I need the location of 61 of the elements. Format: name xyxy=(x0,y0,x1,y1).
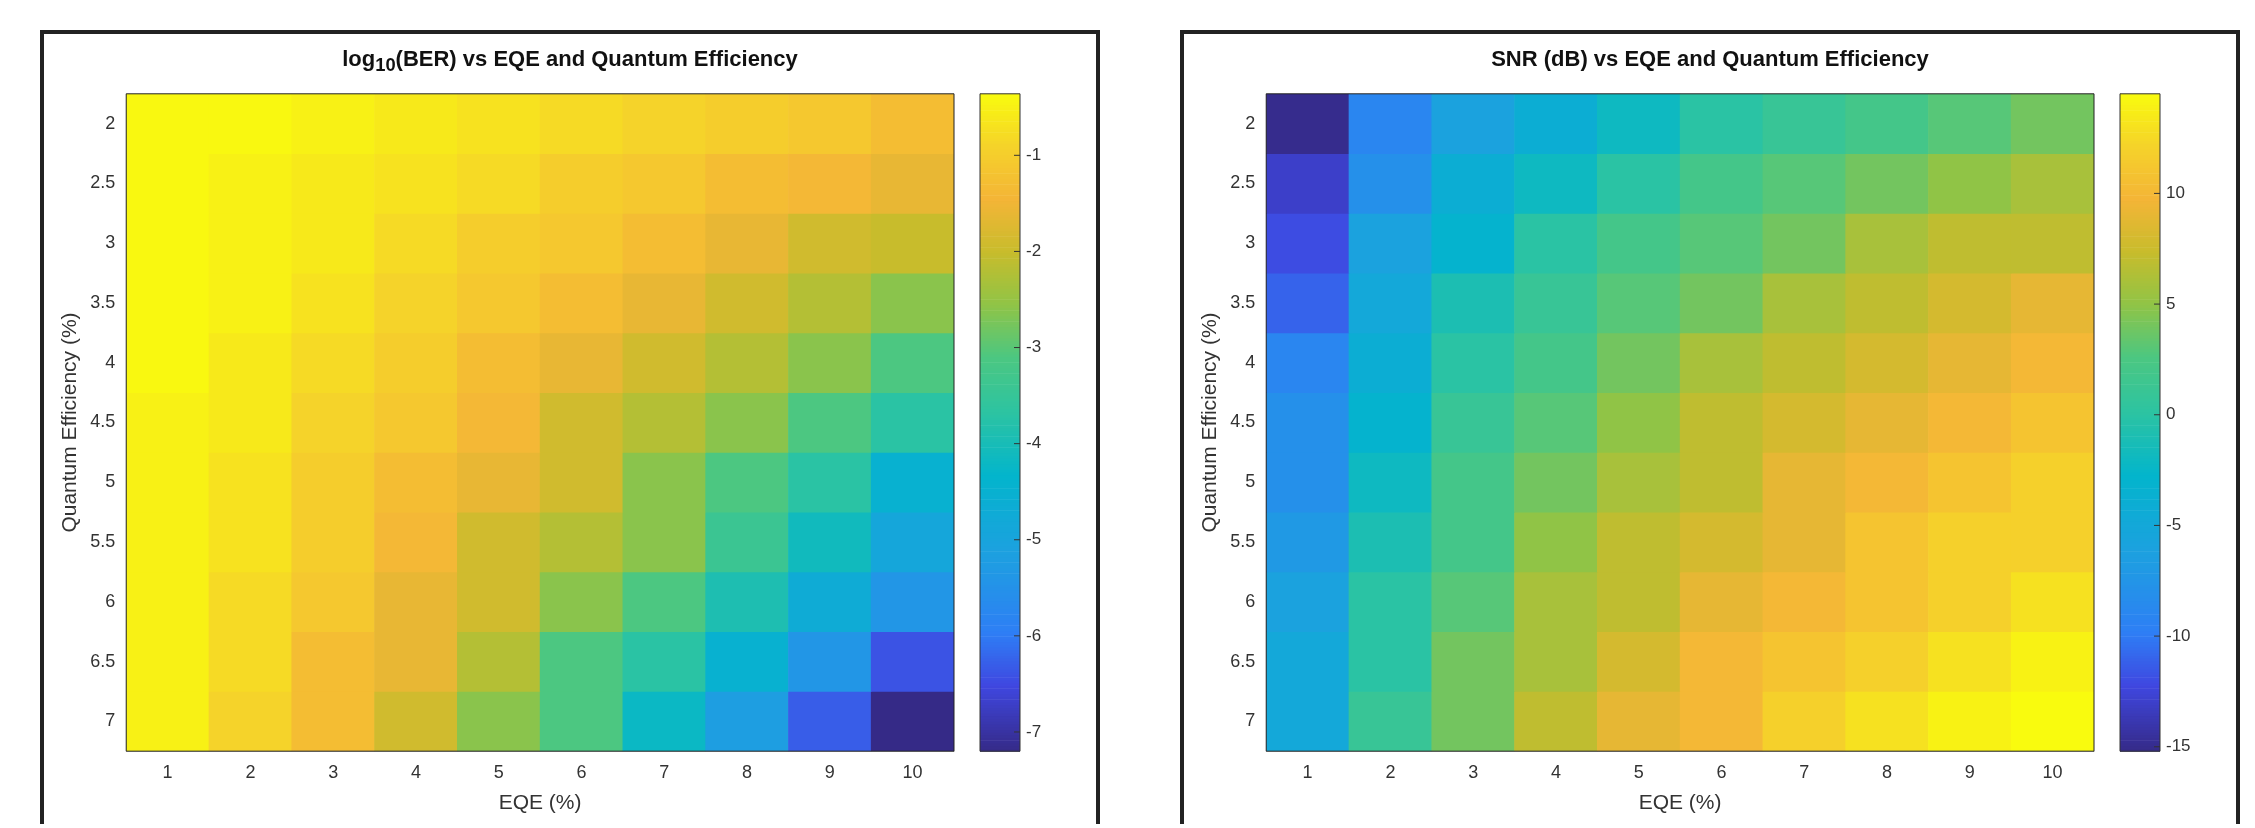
y-tick-label: 3.5 xyxy=(90,291,116,312)
y-tick-label: 5.5 xyxy=(1230,531,1256,551)
y-tick-label: 3 xyxy=(1245,232,1256,253)
y-tick-label: 4.5 xyxy=(90,411,116,432)
y-axis-title: Quantum Efficiency (%) xyxy=(57,312,81,533)
y-tick-label: 6 xyxy=(105,590,116,611)
x-tick-label: 9 xyxy=(1964,761,1975,782)
x-tick-label: 6 xyxy=(1716,761,1727,782)
y-tick-label: 6.5 xyxy=(90,650,116,671)
color-bar-label: -7 xyxy=(1026,721,1042,741)
y-tick-label: 7 xyxy=(1245,710,1256,731)
y-tick-label: 5 xyxy=(1245,471,1256,492)
x-tick-label: 4 xyxy=(1550,761,1561,782)
x-tick-label: 3 xyxy=(1468,761,1479,782)
x-tick-label: 5 xyxy=(1633,761,1644,782)
x-tick-label: 7 xyxy=(1799,761,1810,782)
y-tick-label: 4.5 xyxy=(1230,411,1256,432)
x-tick-label: 10 xyxy=(2042,761,2063,782)
y-tick-label: 7 xyxy=(105,710,116,731)
y-tick-label: 6 xyxy=(1245,590,1256,611)
x-tick-label: 2 xyxy=(1385,761,1396,782)
x-tick-label: 1 xyxy=(1302,761,1313,782)
x-tick-label: 8 xyxy=(1882,761,1893,782)
y-tick-label: 3 xyxy=(105,232,116,253)
x-tick-label: 10 xyxy=(902,761,923,782)
color-bar-label: -2 xyxy=(1026,241,1042,261)
y-tick-label: 4 xyxy=(1245,351,1256,372)
y-tick-label: 4 xyxy=(105,351,116,372)
color-bar-label: -3 xyxy=(1026,337,1042,357)
y-tick-label: 2 xyxy=(1245,112,1256,133)
color-bar-label: -1 xyxy=(1026,145,1042,164)
y-tick-label: 6.5 xyxy=(1230,650,1256,671)
color-bar-label: -6 xyxy=(1026,625,1042,645)
x-tick-label: 1 xyxy=(162,761,173,782)
y-axis-title: Quantum Efficiency (%) xyxy=(1197,312,1221,533)
color-bar-label: -5 xyxy=(1026,529,1042,549)
color-bar-label: -10 xyxy=(2166,625,2191,645)
chart-title: log$_{10}$(BER) vs EQE and Quantum Efficiency xyxy=(341,46,799,78)
x-tick-label: 6 xyxy=(576,761,587,782)
color-bar-label: 10 xyxy=(2166,183,2185,203)
x-tick-label: 5 xyxy=(493,761,504,782)
color-bar-label: -15 xyxy=(2166,736,2191,756)
y-tick-label: 5 xyxy=(105,471,116,492)
y-tick-label: 2 xyxy=(105,112,116,133)
y-tick-label: 5.5 xyxy=(90,531,116,551)
x-tick-label: 7 xyxy=(659,761,670,782)
x-tick-label: 9 xyxy=(824,761,835,782)
color-bar-label: -5 xyxy=(2166,515,2182,535)
x-tick-label: 2 xyxy=(245,761,256,782)
color-bar-label: -4 xyxy=(1026,433,1042,453)
chart-title: SNR (dB) vs EQE and Quantum Efficiency xyxy=(1490,46,1930,73)
y-tick-label: 2.5 xyxy=(90,172,116,193)
color-bar-label: 0 xyxy=(2166,404,2176,424)
color-bar-label: 5 xyxy=(2166,293,2176,313)
x-axis-title: EQE (%) xyxy=(1638,790,1722,814)
y-tick-label: 3.5 xyxy=(1230,291,1256,312)
y-tick-label: 2.5 xyxy=(1230,172,1256,193)
x-tick-label: 8 xyxy=(742,761,753,782)
x-axis-title: EQE (%) xyxy=(498,790,582,814)
x-tick-label: 4 xyxy=(410,761,421,782)
x-tick-label: 3 xyxy=(328,761,339,782)
